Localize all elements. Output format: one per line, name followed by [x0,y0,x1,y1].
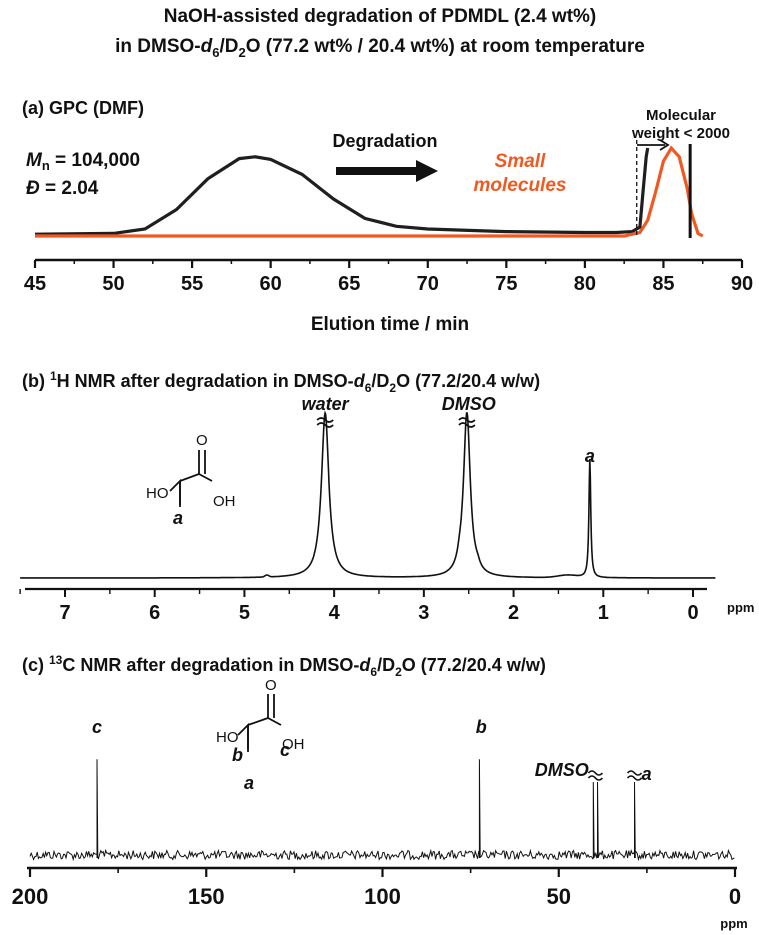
c-nmr-peak-label: DMSO [535,760,589,780]
degradation-arrow [336,160,438,182]
panel-b-title: (b) 1H NMR after degradation in DMSO-d6/… [22,369,540,395]
figure-title-line1: NaOH-assisted degradation of PDMDL (2.4 … [164,6,597,27]
panel-c-peak-labels: c b DMSO a [92,717,652,784]
svg-text:b: b [232,745,243,765]
panel-a-tick-label: 55 [181,273,203,295]
small-molecules-line1: Small [495,151,546,172]
mw-label-line1: Molecular [646,107,716,124]
panel-b-tick-label: 3 [418,602,429,624]
panel-a-tick-label: 65 [338,273,360,295]
panel-b-tick-label: 0 [687,602,698,624]
panel-a-gpc: (a) GPC (DMF) 45 50 55 60 65 70 75 80 85 90 Molec… [22,98,753,335]
panel-b-tick-label: 6 [149,602,160,624]
axis-break-mark [587,775,604,781]
panel-b-peak-labels: water DMSO a [302,394,595,466]
c-nmr-peak-label: a [642,764,652,784]
panel-a-tick-label: 90 [731,273,753,295]
panel-c-13c-nmr: (c) 13C NMR after degradation in DMSO-d6… [12,653,748,931]
panel-c-tick-label: 100 [364,884,401,909]
panel-a-title: (a) GPC (DMF) [22,98,144,118]
axis-break-mark [458,422,476,428]
panel-a-tick-label: 85 [652,273,674,295]
panel-b-break-marks [316,417,476,428]
panel-b-tick-label: 5 [239,602,250,624]
hydroxyisobutyric-acid-structure-b: HO OH O a [146,432,236,528]
panel-c-break-marks [587,770,643,781]
h-nmr-peak-label: a [585,446,595,466]
degradation-label: Degradation [332,131,437,151]
panel-a-x-ticks: 45 50 55 60 65 70 75 80 85 90 [24,260,753,295]
svg-text:O: O [265,677,277,694]
svg-text:c: c [280,740,290,760]
panel-c-tick-label: 150 [188,884,225,909]
panel-c-tick-label: 0 [729,884,741,909]
svg-text:HO: HO [216,729,239,746]
svg-text:HO: HO [146,485,169,502]
panel-a-x-label: Elution time / min [311,314,469,335]
h-nmr-spectrum [19,410,716,579]
small-molecules-line2: molecules [474,175,567,196]
svg-text:a: a [173,508,183,528]
panel-b-tick-label: 1 [598,602,609,624]
axis-break-mark [626,770,643,776]
h-nmr-peak-label: water [302,394,350,414]
panel-a-tick-label: 75 [495,273,517,295]
gpc-after-curve [35,145,704,238]
panel-a-tick-label: 45 [24,273,46,295]
panel-c-title: (c) 13C NMR after degradation in DMSO-d6… [22,653,546,679]
panel-b-x-ticks: 7 6 5 4 3 2 1 0 [19,589,699,624]
panel-b-tick-label: 7 [59,602,70,624]
svg-text:OH: OH [213,493,236,510]
panel-b-x-label: ppm [727,600,754,615]
gpc-before-curve [34,147,650,236]
panel-a-tick-label: 60 [260,273,282,295]
axis-break-mark [316,422,334,428]
axis-break-mark [587,770,604,776]
c-nmr-spectrum [29,759,735,862]
panel-a-tick-label: 80 [574,273,596,295]
panel-b-tick-label: 2 [508,602,519,624]
panel-c-x-ticks: 200 150 100 50 0 [12,868,741,909]
panel-a-tick-label: 50 [102,273,124,295]
panel-b-tick-label: 4 [329,602,341,624]
c-nmr-peak-label: c [92,717,102,737]
axis-break-mark [626,775,643,781]
figure-title-line2: in DMSO-d6/D2O (77.2 wt% / 20.4 wt%) at … [115,36,645,60]
mw-label-line2: weight < 2000 [631,125,730,142]
panel-b-1h-nmr: (b) 1H NMR after degradation in DMSO-d6/… [19,369,754,624]
svg-text:O: O [196,432,208,449]
axis-break-mark [458,417,476,423]
c-nmr-peak-label: b [476,717,487,737]
svg-text:OH: OH [282,736,305,753]
panel-c-tick-label: 50 [547,884,571,909]
hydroxyisobutyric-acid-structure-c: HO OH O b c a [216,677,305,793]
mw-arrow [637,139,670,151]
panel-a-tick-label: 70 [417,273,439,295]
svg-text:a: a [244,773,254,793]
dispersity-annotation: Đ = 2.04 [26,178,99,199]
mn-annotation: Mn = 104,000 [26,150,140,173]
panel-c-tick-label: 200 [12,884,49,909]
h-nmr-peak-label: DMSO [442,394,496,414]
panel-c-x-label: ppm [720,916,747,931]
axis-break-mark [316,417,334,423]
